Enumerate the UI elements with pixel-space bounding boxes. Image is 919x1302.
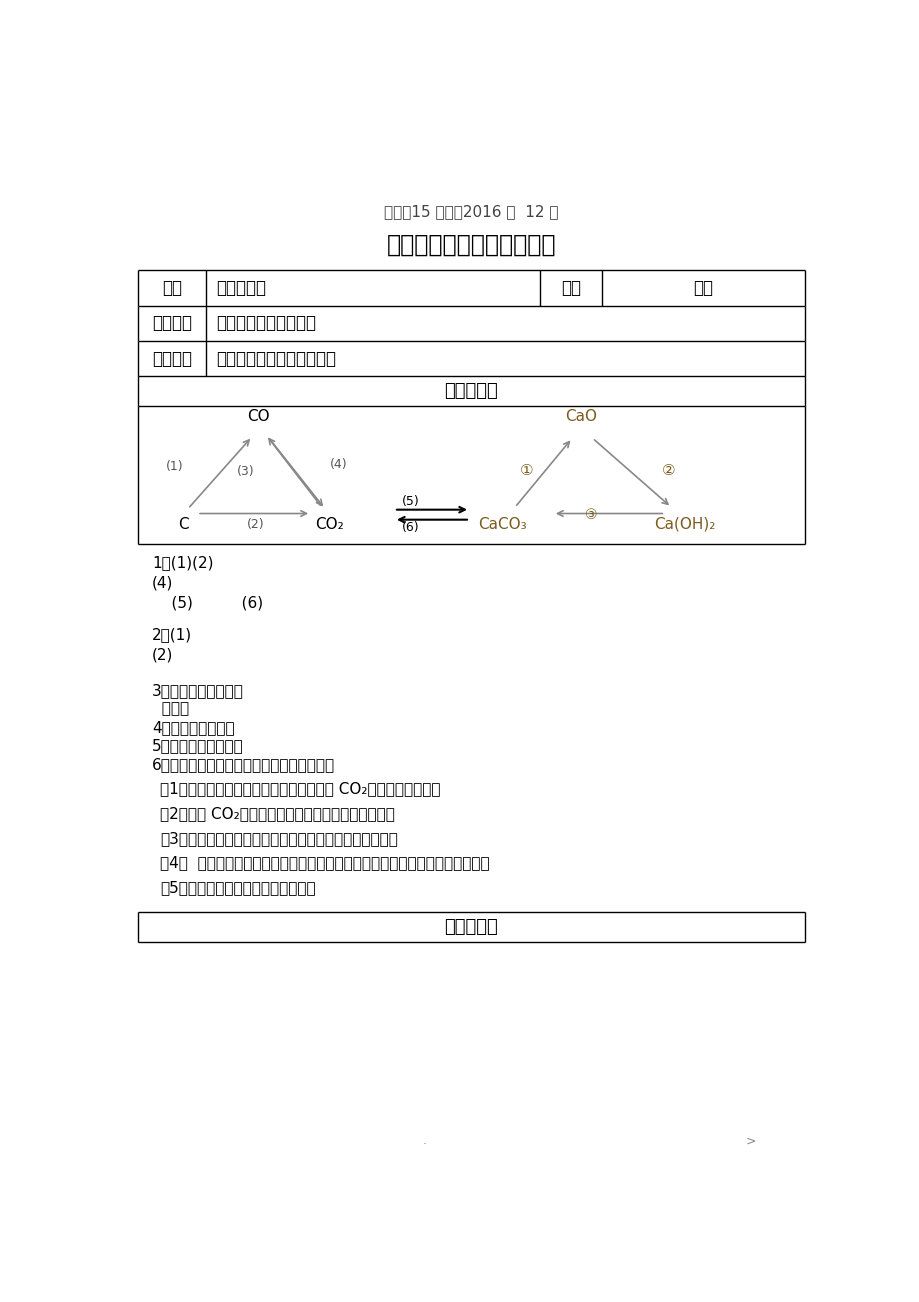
Text: 2、(1): 2、(1) bbox=[152, 628, 192, 642]
Text: 重点难点: 重点难点 bbox=[153, 350, 192, 367]
Text: (2): (2) bbox=[152, 647, 174, 663]
Text: ②: ② bbox=[661, 464, 675, 478]
Text: (5)          (6): (5) (6) bbox=[152, 595, 263, 611]
Text: 学案：15 时间：2016 年  12 月: 学案：15 时间：2016 年 12 月 bbox=[384, 204, 558, 219]
Text: 课题: 课题 bbox=[162, 279, 182, 297]
Text: （5）用稀盐酸除去热水瓶胆壁的水垃: （5）用稀盐酸除去热水瓶胆壁的水垃 bbox=[160, 880, 315, 894]
Text: 课型: 课型 bbox=[560, 279, 580, 297]
Text: .: . bbox=[423, 1134, 426, 1147]
Text: 掌握推断题常见突破口: 掌握推断题常见突破口 bbox=[216, 314, 315, 332]
Text: ①: ① bbox=[519, 464, 533, 478]
Text: CO₂: CO₂ bbox=[315, 517, 344, 531]
Text: (3): (3) bbox=[236, 465, 255, 478]
Text: (2): (2) bbox=[246, 518, 264, 531]
Text: (1): (1) bbox=[166, 460, 184, 473]
Text: （3）刚用石灰浆抹过的墙壁，过一两天墙壁会出汗的原因: （3）刚用石灰浆抹过的墙壁，过一两天墙壁会出汗的原因 bbox=[160, 831, 397, 846]
Text: 达标: 达标 bbox=[693, 279, 712, 297]
Text: CO: CO bbox=[247, 409, 269, 424]
Text: Ca(OH)₂: Ca(OH)₂ bbox=[653, 517, 715, 531]
Text: 重难点突破: 重难点突破 bbox=[444, 918, 498, 936]
Text: C: C bbox=[177, 517, 188, 531]
Text: >: > bbox=[744, 1134, 754, 1147]
Text: CaO: CaO bbox=[565, 409, 597, 424]
Text: 重要方程式: 重要方程式 bbox=[444, 381, 498, 400]
Text: 推断实验题: 推断实验题 bbox=[216, 279, 266, 297]
Text: ③: ③ bbox=[584, 508, 597, 522]
Text: 3、固体颜色：红色：: 3、固体颜色：红色： bbox=[152, 684, 244, 698]
Text: (4): (4) bbox=[329, 458, 347, 471]
Text: 6、用化学方程式解释产生以下现象的原因。: 6、用化学方程式解释产生以下现象的原因。 bbox=[152, 756, 335, 772]
Text: 5、二氧化碳的吸收：: 5、二氧化碳的吸收： bbox=[152, 738, 244, 754]
Text: 推断题和实验题的解题思路: 推断题和实验题的解题思路 bbox=[216, 350, 335, 367]
Text: 黑色：: 黑色： bbox=[152, 702, 189, 716]
Text: （2）通入 CO₂变红的石蔽试液，加热后又变成紫色：: （2）通入 CO₂变红的石蔽试液，加热后又变成紫色： bbox=[160, 806, 394, 822]
Text: （4）  千锤万凿出深山，烈火燃烧假设等闲，粉身碎骨浑不怕，要留清白在人间: （4） 千锤万凿出深山，烈火燃烧假设等闲，粉身碎骨浑不怕，要留清白在人间 bbox=[160, 855, 489, 871]
Text: 1、(1)(2): 1、(1)(2) bbox=[152, 555, 213, 570]
Text: 学习目标: 学习目标 bbox=[153, 314, 192, 332]
Text: CaCO₃: CaCO₃ bbox=[478, 517, 527, 531]
Text: 九年级化学耹高班第十四讲: 九年级化学耹高班第十四讲 bbox=[386, 233, 556, 258]
Text: （1）向盛有紫色石蔽试液的试管入适量的 CO₂，溶液变为红色：: （1）向盛有紫色石蔽试液的试管入适量的 CO₂，溶液变为红色： bbox=[160, 781, 440, 797]
Text: (4): (4) bbox=[152, 575, 174, 590]
Text: (5): (5) bbox=[402, 495, 419, 508]
Text: 4、同种元素组成：: 4、同种元素组成： bbox=[152, 720, 234, 734]
Text: (6): (6) bbox=[402, 521, 419, 534]
